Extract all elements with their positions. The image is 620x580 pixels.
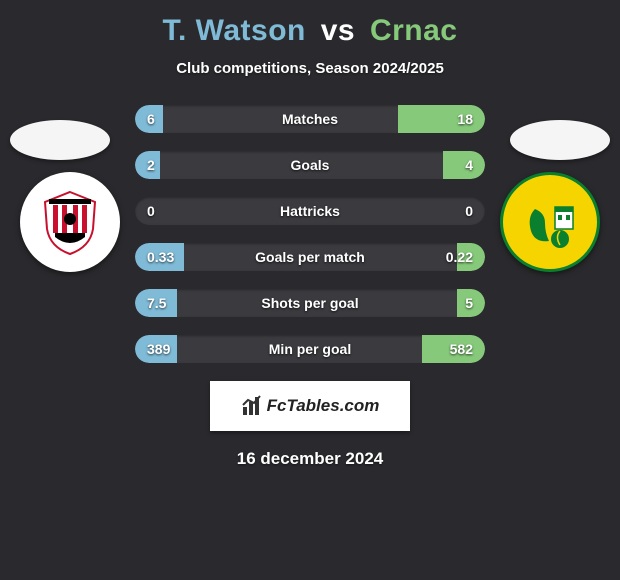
stat-label: Goals per match	[135, 243, 485, 271]
page-title: T. Watson vs Crnac	[0, 14, 620, 48]
sunderland-crest-icon	[35, 187, 105, 257]
player2-avatar	[510, 120, 610, 160]
brand-text: FcTables.com	[267, 396, 380, 416]
stats-list: 6Matches18 2Goals4 0Hattricks0 0.33Goals pe…	[135, 105, 485, 363]
stat-label: Min per goal	[135, 335, 485, 363]
stat-row: 6Matches18	[135, 105, 485, 133]
stat-row: 7.5Shots per goal5	[135, 289, 485, 317]
player1-name: T. Watson	[163, 14, 306, 47]
stat-label: Shots per goal	[135, 289, 485, 317]
stat-label: Matches	[135, 105, 485, 133]
stat-value-right: 0.22	[446, 243, 473, 271]
brand-badge: FcTables.com	[210, 381, 410, 431]
stat-row: 2Goals4	[135, 151, 485, 179]
chart-icon	[241, 395, 263, 417]
stat-value-right: 4	[465, 151, 473, 179]
stat-label: Goals	[135, 151, 485, 179]
comparison-card: T. Watson vs Crnac Club competitions, Se…	[0, 0, 620, 580]
norwich-crest-icon	[515, 187, 585, 257]
stat-value-right: 5	[465, 289, 473, 317]
footer-date: 16 december 2024	[0, 449, 620, 469]
stat-label: Hattricks	[135, 197, 485, 225]
subtitle: Club competitions, Season 2024/2025	[0, 60, 620, 77]
player1-avatar	[10, 120, 110, 160]
player2-club-crest	[500, 172, 600, 272]
player1-club-crest	[20, 172, 120, 272]
stat-row: 389Min per goal582	[135, 335, 485, 363]
vs-separator: vs	[321, 14, 355, 47]
stat-row: 0.33Goals per match0.22	[135, 243, 485, 271]
stat-value-right: 0	[465, 197, 473, 225]
stat-value-right: 582	[450, 335, 473, 363]
stat-row: 0Hattricks0	[135, 197, 485, 225]
stat-value-right: 18	[457, 105, 473, 133]
player2-name: Crnac	[370, 14, 458, 47]
